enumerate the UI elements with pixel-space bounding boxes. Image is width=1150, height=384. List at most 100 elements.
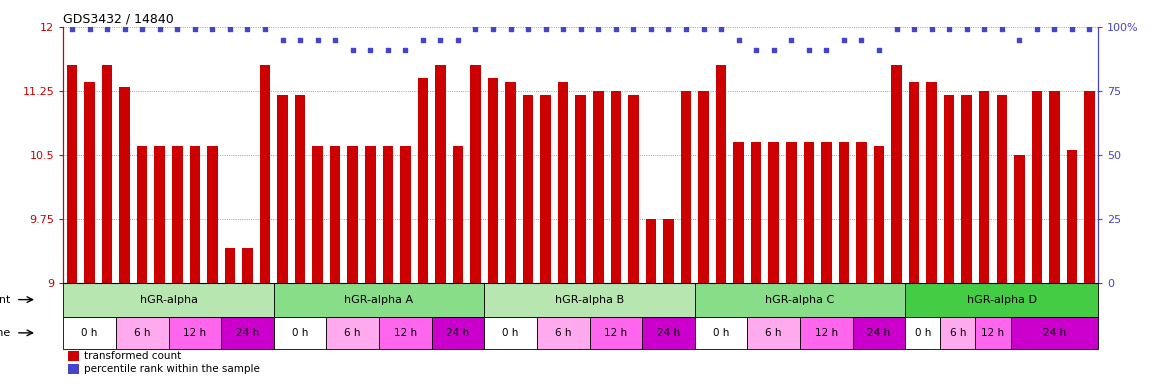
Point [729,36,748,43]
Point [748,47,766,53]
Bar [484,317,537,349]
Bar [453,146,463,283]
Point [888,26,906,33]
Point [958,26,976,33]
Bar [1014,155,1025,283]
Point [115,26,133,33]
Bar [821,142,831,283]
Bar [874,146,884,283]
Point [325,36,344,43]
Bar [172,146,183,283]
Bar [800,317,852,349]
Bar [330,146,340,283]
Bar [224,248,235,283]
Point [1028,26,1046,33]
Point [589,26,607,33]
Point [869,47,888,53]
Point [378,47,397,53]
Point [291,36,309,43]
Point [905,26,923,33]
Point [448,36,467,43]
Point [782,36,800,43]
Text: 0 h: 0 h [713,328,729,338]
Point [431,36,450,43]
Point [414,36,432,43]
Bar [488,78,498,283]
Text: 24 h: 24 h [657,328,680,338]
Bar [84,82,94,283]
Point [396,47,414,53]
Point [922,26,941,33]
Bar [383,146,393,283]
Point [466,26,484,33]
Bar [484,283,695,317]
Text: 0 h: 0 h [82,328,98,338]
Bar [1049,91,1059,283]
Bar [243,248,253,283]
Text: 24 h: 24 h [867,328,890,338]
Bar [365,146,376,283]
Bar [611,91,621,283]
Bar [944,95,954,283]
Bar [751,142,761,283]
Point [677,26,696,33]
Text: 0 h: 0 h [503,328,519,338]
Bar [642,317,695,349]
Text: agent: agent [0,295,10,305]
Bar [417,78,428,283]
Bar [400,146,411,283]
Text: 12 h: 12 h [815,328,838,338]
Bar [63,317,116,349]
Point [642,26,660,33]
Point [1080,26,1098,33]
Text: 0 h: 0 h [914,328,932,338]
Point [1063,26,1081,33]
Point [501,26,520,33]
Text: 12 h: 12 h [604,328,628,338]
Bar [628,95,638,283]
Bar [221,317,274,349]
Bar [575,95,586,283]
Bar [207,146,217,283]
Point [519,26,537,33]
Text: 24 h: 24 h [236,328,259,338]
Point [712,26,730,33]
Point [185,26,204,33]
Text: hGR-alpha D: hGR-alpha D [967,295,1037,305]
Point [992,26,1011,33]
Point [554,26,573,33]
Bar [380,317,431,349]
Bar [734,142,744,283]
Point [255,26,274,33]
Point [151,26,169,33]
Text: 6 h: 6 h [555,328,572,338]
Point [274,36,292,43]
Bar [537,317,590,349]
Bar [593,91,604,283]
Point [852,36,871,43]
Text: hGR-alpha C: hGR-alpha C [766,295,835,305]
Point [765,47,783,53]
Bar [102,65,113,283]
Bar [190,146,200,283]
Bar [695,317,748,349]
Point [204,26,222,33]
Bar [69,364,78,374]
Point [221,26,239,33]
Point [975,26,994,33]
Point [536,26,554,33]
Point [344,47,362,53]
Text: 6 h: 6 h [766,328,782,338]
Bar [69,351,78,361]
Bar [997,95,1007,283]
Bar [941,317,975,349]
Bar [327,317,380,349]
Bar [664,218,674,283]
Text: percentile rank within the sample: percentile rank within the sample [84,364,260,374]
Point [572,26,590,33]
Bar [975,317,1011,349]
Point [695,26,713,33]
Bar [961,95,972,283]
Bar [137,146,147,283]
Text: 24 h: 24 h [446,328,469,338]
